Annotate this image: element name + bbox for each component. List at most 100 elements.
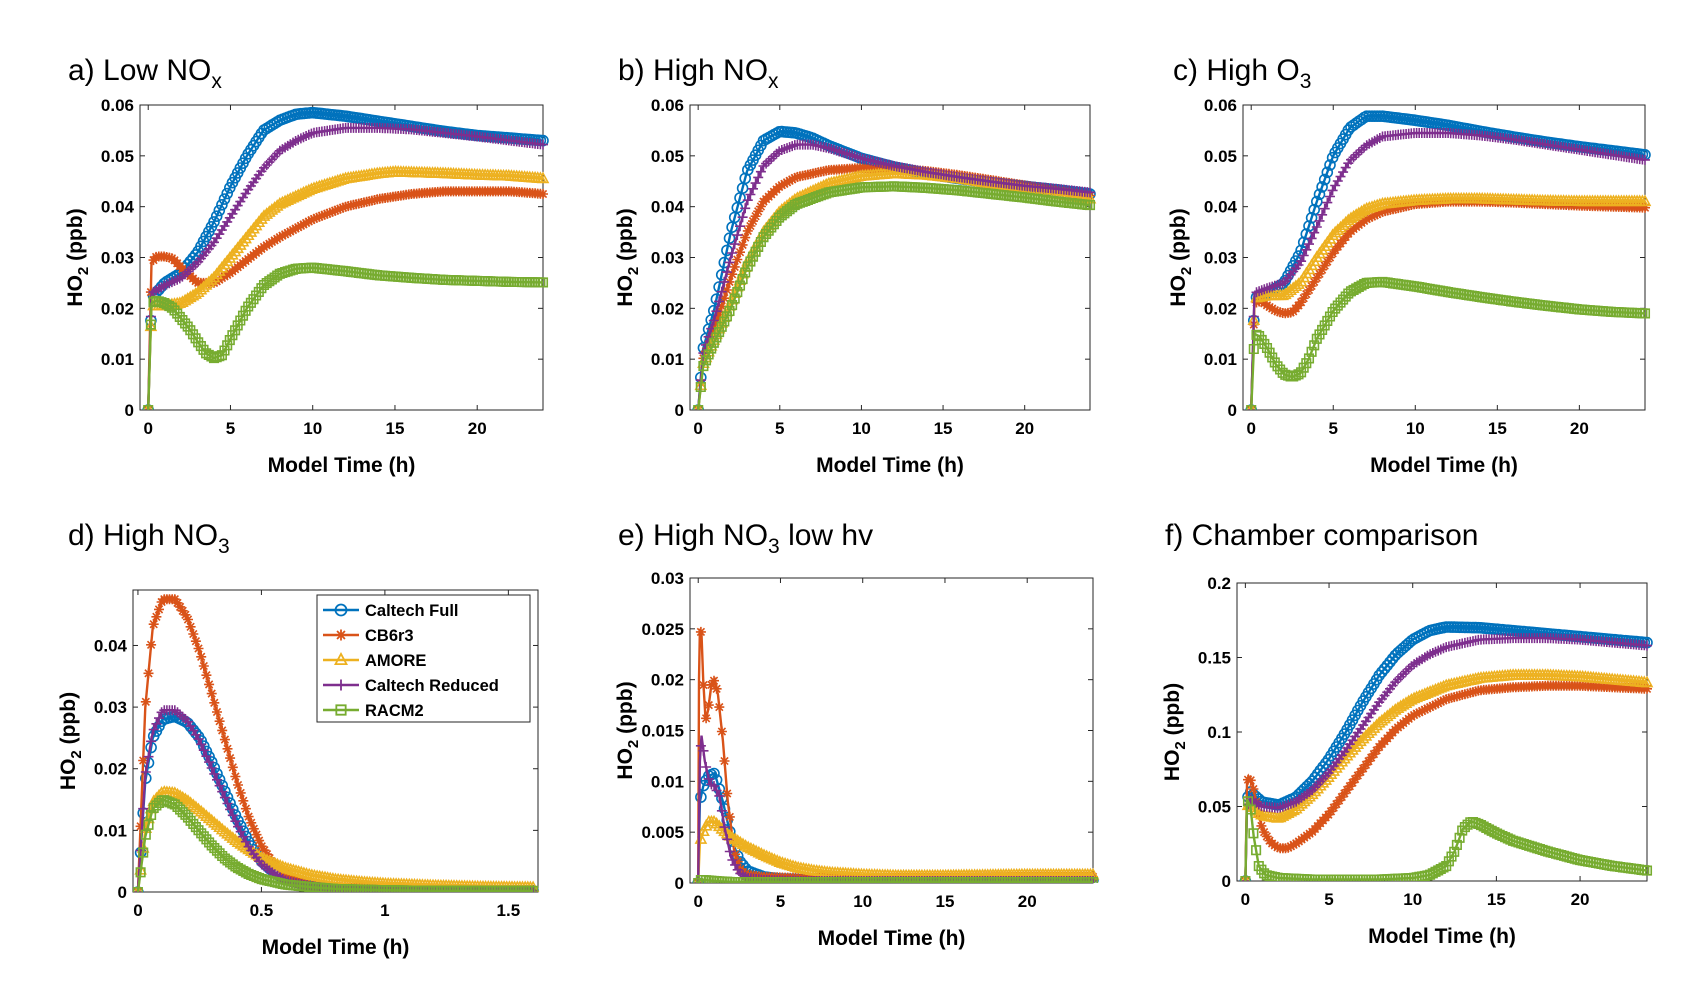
data-point — [739, 839, 752, 851]
data-point — [225, 753, 236, 764]
y-tick-label: 0.05 — [1198, 798, 1231, 817]
data-point — [222, 743, 233, 754]
data-point — [1317, 264, 1328, 275]
data-point — [172, 308, 183, 319]
x-tick-label: 10 — [303, 419, 322, 438]
y-tick-label: 0 — [125, 401, 134, 420]
y-tick-label: 0 — [118, 883, 127, 902]
data-point — [222, 340, 233, 351]
data-point — [1433, 698, 1444, 709]
data-point — [791, 127, 804, 140]
y-tick-label: 0.03 — [101, 249, 134, 268]
data-point — [281, 111, 294, 124]
data-point — [750, 246, 761, 257]
data-point — [197, 806, 211, 819]
data-point — [698, 680, 709, 691]
data-point — [224, 335, 235, 346]
data-point — [145, 319, 156, 330]
data-point — [335, 203, 346, 214]
data-point — [722, 834, 733, 845]
data-point — [1374, 208, 1385, 218]
data-point — [1470, 686, 1481, 697]
data-point — [1429, 623, 1442, 636]
x-axis-label: Model Time (h) — [1368, 925, 1516, 948]
data-point — [154, 604, 164, 615]
data-point — [193, 734, 204, 745]
data-point — [711, 683, 722, 694]
data-point — [201, 751, 212, 762]
data-point — [1083, 191, 1097, 204]
data-point — [1419, 704, 1430, 715]
data-point — [1642, 683, 1652, 694]
data-point — [714, 702, 725, 713]
data-point — [225, 804, 236, 815]
data-point — [175, 601, 186, 612]
data-point — [1264, 347, 1275, 358]
data-point — [750, 178, 761, 189]
data-point — [302, 183, 316, 196]
data-point — [1314, 215, 1325, 226]
legend-marker — [335, 679, 347, 691]
data-point — [143, 751, 154, 762]
data-point — [727, 248, 738, 258]
legend-box — [316, 594, 531, 723]
data-point — [171, 787, 184, 800]
data-point — [279, 112, 291, 125]
data-point — [1321, 166, 1334, 179]
data-point — [700, 355, 712, 366]
x-tick-label: 20 — [1571, 890, 1590, 909]
data-point — [231, 835, 245, 847]
data-point — [1405, 692, 1418, 705]
data-point — [218, 824, 232, 837]
data-point — [338, 202, 348, 213]
data-point — [789, 172, 800, 183]
data-point — [1427, 624, 1439, 636]
data-point — [1085, 187, 1095, 198]
data-point — [248, 823, 259, 834]
data-point — [1261, 831, 1272, 842]
data-point — [1348, 740, 1362, 752]
data-point — [760, 849, 774, 862]
data-point — [227, 330, 238, 341]
data-point — [753, 206, 764, 217]
data-point — [268, 856, 282, 869]
data-point — [745, 256, 756, 267]
data-point — [736, 837, 750, 850]
data-point — [1480, 622, 1493, 635]
data-point — [350, 112, 362, 124]
data-point — [219, 345, 230, 356]
data-point — [206, 688, 217, 699]
data-point — [752, 845, 766, 858]
y-tick-label: 0 — [1228, 401, 1237, 420]
data-point — [745, 189, 756, 200]
data-point — [273, 858, 287, 871]
y-tick-label: 0.01 — [651, 772, 684, 791]
y-tick-label: 0.05 — [1204, 147, 1237, 166]
x-axis-label: Model Time (h) — [268, 454, 416, 477]
data-point — [219, 734, 230, 745]
data-point — [283, 192, 297, 204]
data-point — [1640, 675, 1654, 688]
x-tick-label: 20 — [1018, 892, 1037, 911]
data-point — [1283, 842, 1294, 853]
data-point — [708, 315, 719, 326]
y-tick-label: 0.01 — [94, 821, 127, 840]
y-tick-label: 0.01 — [1204, 350, 1237, 369]
x-tick-label: 0.5 — [250, 901, 274, 920]
data-point — [710, 293, 723, 305]
data-point — [719, 276, 730, 287]
data-point — [1301, 244, 1312, 255]
y-tick-label: 0.02 — [101, 299, 134, 318]
data-point — [188, 629, 199, 639]
data-point — [718, 824, 731, 837]
data-point — [724, 257, 735, 268]
data-point — [1318, 173, 1331, 186]
data-point — [1301, 289, 1312, 300]
data-point — [714, 790, 725, 801]
y-tick-label: 0.03 — [651, 569, 684, 588]
data-point — [196, 739, 207, 750]
data-point — [727, 300, 738, 311]
x-tick-label: 5 — [1329, 419, 1338, 438]
legend-marker — [335, 704, 347, 716]
